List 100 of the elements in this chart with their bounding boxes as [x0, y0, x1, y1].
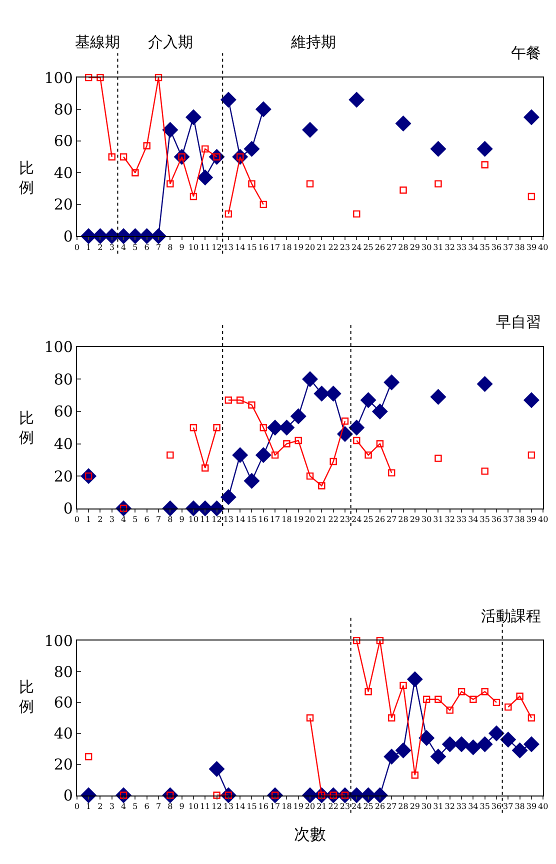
point	[430, 748, 446, 764]
point	[477, 141, 493, 157]
point	[162, 500, 178, 516]
x-tick-label: 15	[246, 242, 257, 252]
x-tick-label: 4	[120, 242, 126, 252]
x-tick-label: 33	[456, 514, 467, 524]
point	[360, 392, 376, 408]
x-tick-label: 11	[200, 514, 210, 524]
point	[326, 386, 342, 402]
point	[209, 500, 225, 516]
point	[364, 688, 372, 696]
point	[224, 210, 232, 218]
point	[248, 180, 256, 188]
y-tick-label: 20	[54, 756, 73, 774]
y-axis-title: 比例	[19, 409, 34, 446]
point	[166, 180, 174, 188]
point	[481, 688, 488, 696]
chart-title: 午餐	[511, 44, 541, 62]
x-tick-label: 3	[109, 514, 114, 524]
point	[302, 122, 318, 138]
x-tick-label: 29	[410, 242, 420, 252]
point	[384, 374, 400, 390]
x-tick-label: 33	[456, 802, 467, 811]
x-tick-label: 8	[168, 242, 173, 252]
x-tick-label: 20	[304, 242, 316, 252]
x-tick-label: 15	[246, 802, 257, 811]
x-tick-label: 26	[374, 514, 386, 524]
point	[190, 192, 198, 200]
point	[528, 451, 536, 459]
point	[248, 401, 256, 409]
point	[330, 458, 337, 466]
point	[396, 116, 412, 132]
x-tick-label: 24	[352, 514, 362, 524]
point	[446, 706, 454, 714]
point	[271, 451, 279, 459]
x-tick-label: 28	[398, 514, 408, 524]
x-tick-label: 7	[156, 242, 162, 252]
point	[186, 109, 202, 125]
x-tick-label: 36	[491, 242, 502, 252]
x-tick-label: 27	[386, 242, 397, 252]
x-tick-label: 5	[132, 242, 138, 252]
x-tick-label: 21	[316, 514, 327, 524]
x-tick-label: 31	[433, 802, 444, 811]
point	[120, 153, 128, 160]
x-tick-label: 15	[246, 514, 257, 524]
y-tick-label: 100	[44, 338, 73, 356]
x-tick-label: 23	[340, 802, 350, 811]
x-tick-label: 28	[398, 802, 408, 811]
point	[154, 74, 162, 82]
x-tick-label: 12	[212, 514, 222, 524]
x-tick-label: 40	[538, 242, 548, 252]
point	[236, 396, 244, 404]
x-tick-label: 25	[363, 514, 374, 524]
point	[492, 698, 500, 706]
point	[524, 736, 540, 752]
x-tick-label: 23	[340, 514, 350, 524]
x-tick-label: 19	[293, 802, 304, 811]
point	[512, 742, 528, 758]
point	[477, 376, 493, 392]
x-tick-label: 22	[328, 514, 338, 524]
x-tick-label: 10	[188, 242, 199, 252]
x-tick-label: 2	[98, 514, 103, 524]
x-tick-label: 30	[421, 802, 432, 811]
point	[372, 788, 388, 804]
y-tick-label: 40	[54, 435, 73, 454]
x-tick-label: 14	[234, 802, 246, 811]
point	[220, 489, 236, 505]
x-tick-label: 40	[538, 802, 548, 811]
point	[166, 451, 174, 459]
point	[278, 420, 294, 436]
point	[202, 464, 209, 472]
point	[353, 636, 360, 644]
x-tick-label: 31	[433, 242, 444, 252]
x-tick-label: 21	[316, 242, 327, 252]
x-tick-label: 26	[374, 802, 386, 811]
x-axis-title: 次數	[294, 824, 326, 844]
y-tick-label: 80	[54, 662, 73, 681]
x-tick-label: 1	[86, 802, 92, 811]
y-tick-label: 100	[44, 632, 73, 650]
x-tick-label: 20	[304, 514, 316, 524]
x-tick-label: 25	[363, 802, 374, 811]
point	[388, 714, 396, 722]
x-tick-label: 7	[156, 514, 162, 524]
point	[458, 688, 466, 696]
point	[364, 451, 372, 459]
point	[314, 386, 330, 402]
x-tick-label: 17	[270, 802, 280, 811]
chart-title: 早自習	[496, 313, 541, 331]
x-tick-label: 38	[514, 514, 525, 524]
y-axis-title: 比例	[19, 159, 34, 196]
x-tick-label: 11	[200, 802, 210, 811]
x-tick-label: 31	[433, 514, 444, 524]
point	[481, 161, 488, 168]
point	[430, 389, 446, 405]
y-tick-label: 20	[54, 196, 73, 214]
x-tick-label: 32	[444, 514, 455, 524]
point	[202, 145, 209, 153]
point	[224, 396, 232, 404]
x-tick-label: 23	[340, 242, 350, 252]
x-tick-label: 14	[234, 514, 246, 524]
